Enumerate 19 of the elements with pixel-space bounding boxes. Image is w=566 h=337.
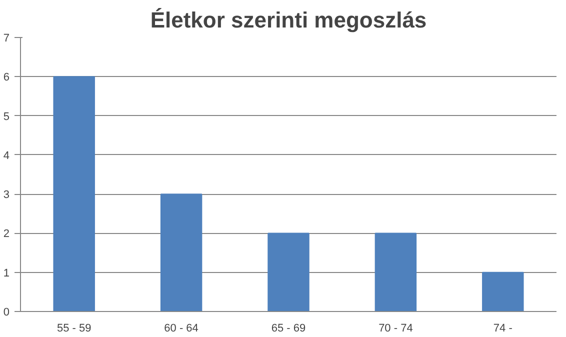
chart-title: Életkor szerinti megoszlás xyxy=(150,8,427,32)
x-tick-label: 60 - 64 xyxy=(164,322,198,334)
y-tick-label: 7 xyxy=(3,32,10,44)
y-tick-label: 5 xyxy=(3,110,10,123)
y-tick-label: 4 xyxy=(3,150,10,162)
x-tick-label: 55 - 59 xyxy=(56,322,92,334)
y-tick-label: 2 xyxy=(3,228,10,240)
x-tick-label: 70 - 74 xyxy=(378,322,413,334)
y-tick-label: 6 xyxy=(3,72,10,84)
y-tick-label: 3 xyxy=(3,189,10,202)
y-tick-label: 0 xyxy=(3,306,10,318)
bar xyxy=(482,272,524,312)
y-tick-label: 1 xyxy=(3,267,10,280)
bar xyxy=(268,232,310,312)
x-tick-label: 65 - 69 xyxy=(271,322,306,334)
bar xyxy=(374,232,417,312)
x-tick-label: 74 - xyxy=(493,322,513,334)
bar xyxy=(160,194,202,312)
bar xyxy=(53,76,95,312)
